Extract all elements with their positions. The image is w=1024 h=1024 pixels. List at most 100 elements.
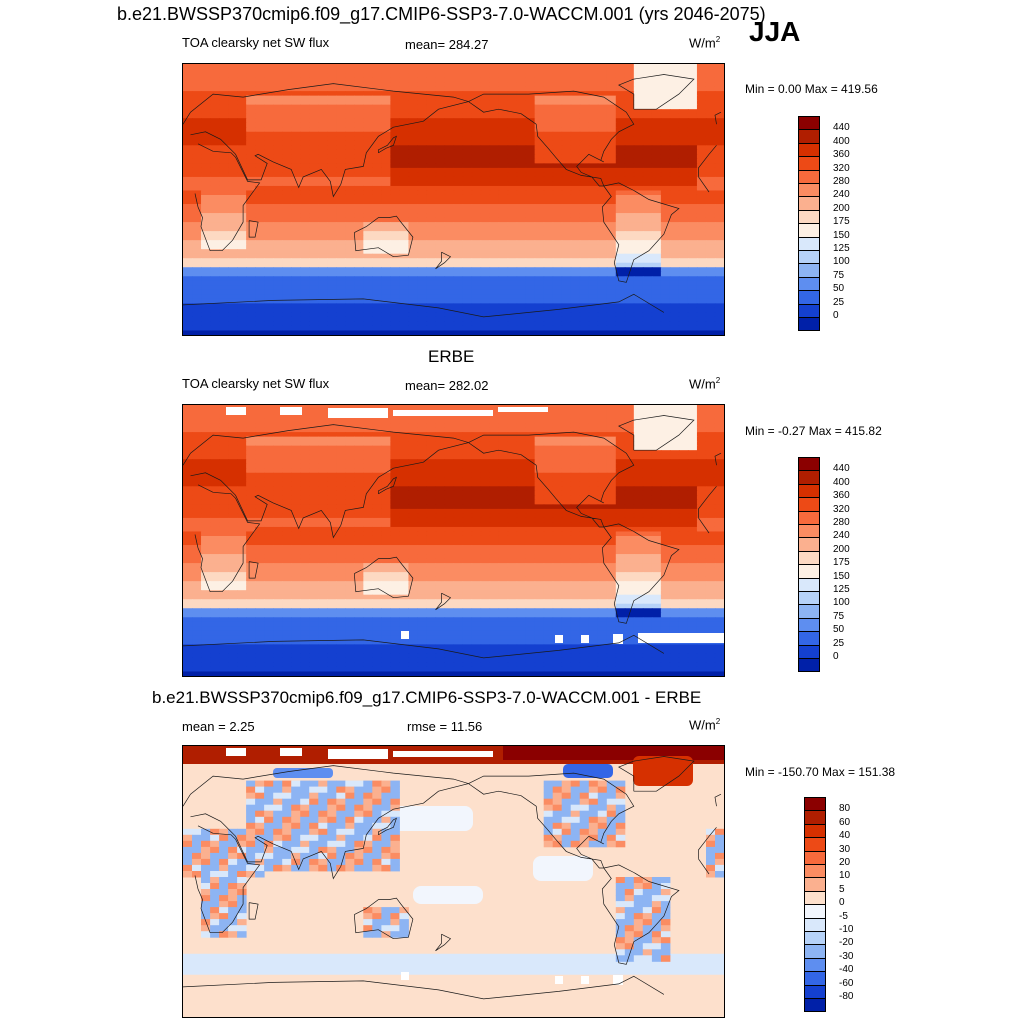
field-cell: [651, 330, 662, 335]
field-cell: [336, 213, 346, 219]
field-cell: [372, 490, 382, 496]
field-cell: [300, 450, 310, 456]
field-cell: [705, 163, 716, 169]
field-cell: [705, 271, 716, 277]
field-cell: [507, 258, 518, 264]
field-cell: [588, 244, 599, 250]
field-cell: [426, 253, 437, 259]
field-cell: [417, 459, 428, 465]
field-cell: [642, 267, 653, 273]
field-cell: [264, 504, 274, 510]
field-cell: [228, 253, 238, 259]
field-cell: [255, 445, 265, 451]
field-cell: [228, 316, 238, 323]
field-cell: [273, 185, 283, 192]
field-cell: [615, 280, 626, 286]
field-cell: [444, 185, 455, 192]
field-cell: [669, 321, 680, 327]
field-cell: [525, 136, 536, 142]
field-cell: [579, 158, 590, 164]
field-cell: [651, 459, 662, 465]
field-cell: [525, 427, 536, 433]
field-cell: [624, 204, 635, 210]
field-cell: [381, 131, 391, 137]
field-cell: [210, 445, 220, 451]
field-cell: [219, 271, 229, 277]
field-cell: [273, 91, 283, 97]
field-cell: [651, 294, 662, 300]
field-cell: [435, 68, 446, 74]
field-cell: [588, 194, 599, 201]
field-cell: [210, 303, 220, 309]
field-cell: [651, 176, 662, 183]
field-cell: [372, 131, 382, 137]
field-cell: [624, 91, 635, 97]
field-cell: [624, 122, 635, 128]
field-cell: [525, 307, 536, 314]
field-cell: [489, 253, 500, 259]
field-cell: [696, 222, 707, 228]
field-cell: [309, 199, 319, 205]
field-cell: [570, 235, 581, 241]
field-cell: [471, 172, 482, 178]
field-cell: [597, 477, 608, 483]
field-cell: [489, 427, 500, 433]
field-cell: [678, 445, 689, 451]
field-cell: [426, 294, 437, 300]
field-cell: [615, 481, 626, 487]
field-cell: [687, 267, 698, 273]
field-cell: [588, 231, 599, 237]
field-cell: [525, 294, 536, 300]
field-cell: [561, 109, 572, 115]
field-cell: [678, 472, 689, 478]
field-cell: [687, 499, 698, 505]
field-cell: [336, 504, 346, 510]
field-cell: [525, 208, 536, 214]
field-cell: [507, 131, 518, 137]
field-cell: [318, 427, 328, 433]
field-cell: [201, 240, 211, 246]
field-cell: [543, 145, 554, 151]
field-cell: [579, 298, 590, 304]
field-cell: [273, 432, 283, 438]
field-cell: [615, 199, 626, 205]
field-cell: [192, 423, 202, 429]
field-cell: [381, 122, 391, 128]
field-cell: [462, 213, 473, 219]
field-cell: [318, 307, 328, 314]
field-cell: [399, 427, 410, 433]
field-cell: [642, 463, 653, 469]
field-cell: [426, 249, 437, 255]
panel-model-units: W/m2: [689, 35, 721, 51]
field-cell: [201, 463, 211, 469]
field-cell: [264, 432, 274, 438]
field-cell: [606, 267, 617, 273]
field-cell: [633, 172, 644, 178]
field-cell: [462, 418, 473, 424]
field-cell: [426, 330, 437, 335]
field-cell: [624, 167, 635, 173]
field-cell: [318, 289, 328, 295]
field-cell: [291, 127, 301, 133]
field-cell: [534, 271, 545, 277]
field-cell: [282, 226, 292, 232]
field-cell: [363, 330, 373, 335]
field-cell: [543, 285, 554, 291]
field-cell: [633, 450, 644, 456]
field-cell: [435, 289, 446, 295]
field-cell: [552, 325, 563, 332]
field-cell: [597, 289, 608, 295]
field-cell: [651, 68, 662, 74]
field-cell: [597, 181, 608, 187]
field-cell: [507, 190, 518, 196]
field-cell: [516, 231, 527, 237]
field-cell: [390, 244, 400, 250]
field-cell: [336, 454, 346, 460]
field-cell: [246, 267, 256, 273]
field-cell: [525, 325, 536, 332]
field-cell: [426, 140, 437, 146]
field-cell: [624, 271, 635, 277]
field-cell: [678, 199, 689, 205]
field-cell: [642, 91, 653, 97]
field-cell: [255, 486, 265, 492]
